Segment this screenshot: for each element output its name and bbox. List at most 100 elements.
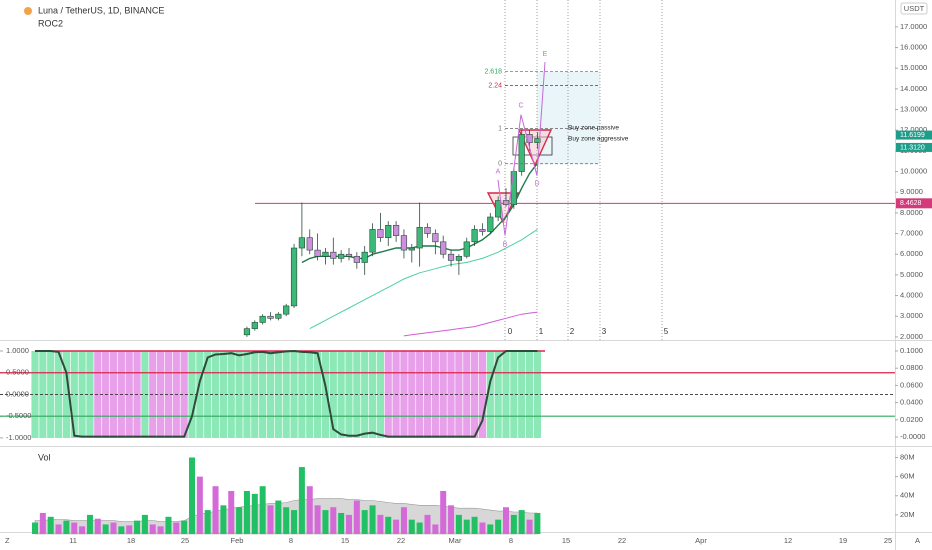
volume-bar	[495, 519, 502, 534]
zone-bar	[494, 351, 502, 438]
candle-body	[251, 322, 258, 329]
zone-bar	[384, 351, 392, 438]
zone-bar	[361, 351, 369, 438]
volume-bar	[149, 524, 156, 534]
volume-title: Vol	[38, 452, 51, 462]
volume-bar	[503, 507, 509, 534]
volume-bar	[181, 520, 188, 534]
fib-label: 2.618	[484, 68, 502, 75]
volume-bar	[534, 512, 541, 534]
symbol-icon	[24, 7, 32, 15]
candle-body	[361, 251, 368, 263]
zone-bar	[510, 351, 518, 438]
y-tick-label: 6.0000	[900, 249, 923, 258]
volume-bar	[212, 486, 219, 534]
zone-bar	[455, 351, 463, 438]
candle-body	[432, 233, 439, 243]
cycle-lines	[504, 0, 663, 340]
last-price: 11.3120	[900, 144, 925, 151]
volume-bar	[134, 520, 141, 534]
zone-bar	[219, 351, 227, 438]
fib-label: 2.24	[488, 82, 502, 89]
candle-body	[424, 227, 431, 234]
volume-bar	[306, 486, 313, 534]
candle-body	[510, 171, 517, 205]
volume-bar	[47, 516, 54, 534]
volume-bar	[408, 519, 415, 534]
currency[interactable]: USDT	[904, 4, 925, 13]
candle-body	[377, 229, 384, 238]
fib-label: 1	[498, 125, 502, 132]
left-button[interactable]: Z	[5, 536, 10, 545]
x-tick-label: 19	[839, 536, 847, 545]
y-tick-label: 0.0000	[6, 389, 29, 398]
x-tick-label: 8	[289, 536, 293, 545]
x-tick-label: 8	[509, 536, 513, 545]
last-price-box	[896, 130, 932, 140]
volume-bar	[291, 510, 298, 534]
volume-bar	[39, 512, 46, 534]
y-tick-label: 60M	[900, 472, 915, 481]
volume-bar	[251, 493, 258, 534]
x-tick-label: 22	[618, 536, 626, 545]
y-tick-label: 20M	[900, 510, 915, 519]
volume-bar	[267, 505, 274, 534]
currency-box[interactable]	[900, 2, 928, 15]
zone-bar	[416, 351, 424, 438]
zone-bar	[86, 351, 94, 438]
volume-bar	[275, 500, 282, 534]
volume-bar	[353, 500, 360, 534]
y-tick-label: -0.5000	[6, 411, 31, 420]
candle-body	[322, 251, 329, 257]
volume-bar	[448, 505, 455, 534]
volume-bar	[243, 490, 250, 534]
chart-title: Luna / TetherUS, 1D, BINANCE	[38, 5, 164, 15]
y-tick-label: 10.0000	[900, 167, 927, 176]
zone-bar	[164, 351, 173, 438]
zone-bar	[290, 351, 298, 438]
x-tick-label: Feb	[231, 536, 244, 545]
target-zone	[537, 72, 600, 164]
y-tick-label: 17.0000	[900, 22, 927, 31]
candle-body	[259, 315, 266, 323]
zone-bar	[306, 351, 314, 438]
cycle-label: 5	[664, 327, 669, 336]
osc-line	[35, 349, 538, 438]
zone-bar	[141, 351, 149, 438]
zone-bar	[345, 351, 353, 438]
y-tick-label: 0.0400	[900, 398, 923, 407]
y-tick-label: 5.0000	[900, 270, 923, 279]
pattern-label: E	[543, 51, 548, 58]
volume-bar	[259, 486, 266, 534]
volume-bar	[228, 490, 235, 534]
level-price-box	[896, 198, 932, 209]
price-pane	[243, 61, 895, 337]
volume-bar	[204, 510, 211, 534]
volume-bar	[510, 514, 517, 534]
volume-bar	[463, 519, 470, 534]
volume-bar	[338, 512, 345, 534]
candle-body	[298, 237, 306, 249]
volume-bar	[526, 519, 533, 534]
y-tick-label: -1.0000	[6, 433, 31, 442]
volume-bar	[94, 518, 101, 534]
pattern-label: A	[496, 169, 501, 176]
y-tick-label: 14.0000	[900, 84, 927, 93]
moving-average	[403, 311, 538, 337]
volume-bar	[102, 524, 109, 534]
candle-body	[275, 313, 282, 319]
x-tick-label: Mar	[449, 536, 462, 545]
x-tick-label: 15	[341, 536, 349, 545]
volume-bar	[141, 514, 148, 534]
x-tick-label: 11	[69, 536, 77, 545]
right-button[interactable]: A	[915, 536, 920, 545]
candle-body	[290, 247, 298, 307]
x-tick-label: 15	[562, 536, 570, 545]
volume-bar	[220, 505, 227, 534]
zone-bar	[274, 351, 282, 438]
last-price-box	[896, 142, 932, 152]
pattern-label: B	[503, 241, 508, 248]
volume-bar	[157, 526, 164, 534]
zone-bar	[109, 351, 118, 438]
